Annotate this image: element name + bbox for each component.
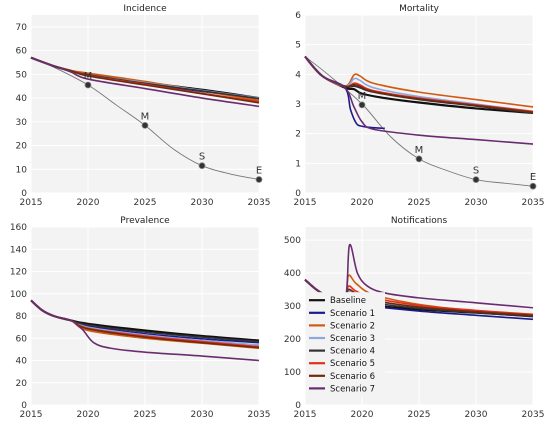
x-tick-label: 2015 <box>294 410 317 420</box>
x-tick-label: 2015 <box>20 198 43 208</box>
x-tick-label: 2030 <box>191 198 214 208</box>
milestone-marker <box>141 121 149 129</box>
legend-entry-label: Scenario 2 <box>330 321 375 331</box>
x-tick-label: 2020 <box>77 198 100 208</box>
series-line-scenario-7 <box>304 55 534 145</box>
milestone-label: M <box>84 71 93 82</box>
y-tick-label: 40 <box>16 357 28 367</box>
milestone-label: S <box>473 166 479 177</box>
legend-entry-label: Scenario 6 <box>330 372 375 382</box>
x-tick-label: 2020 <box>351 410 374 420</box>
panel-title: Notifications <box>391 216 448 226</box>
y-tick-label: 2 <box>295 130 301 140</box>
milestone-marker <box>415 155 423 163</box>
milestone-marker <box>255 176 263 183</box>
y-tick-label: 0 <box>21 189 27 199</box>
y-tick-label: 40 <box>16 94 28 104</box>
y-tick-label: 1 <box>295 159 301 169</box>
y-tick-label: 60 <box>16 334 28 344</box>
y-tick-label: 120 <box>10 268 27 278</box>
x-tick-label: 2035 <box>248 410 271 420</box>
y-tick-label: 70 <box>16 23 28 33</box>
y-tick-label: 0 <box>295 401 301 411</box>
y-tick-label: 0 <box>295 189 301 199</box>
x-tick-label: 2035 <box>522 410 545 420</box>
y-tick-label: 300 <box>284 302 301 312</box>
y-tick-label: 6 <box>295 11 301 21</box>
legend-entry-label: Baseline <box>330 296 366 306</box>
x-tick-label: 2025 <box>408 410 431 420</box>
x-tick-label: 2025 <box>408 198 431 208</box>
milestone-marker <box>84 81 92 89</box>
x-tick-label: 2030 <box>465 198 488 208</box>
x-tick-label: 2015 <box>294 198 317 208</box>
y-tick-label: 80 <box>16 312 28 322</box>
milestone-label: E <box>256 165 262 176</box>
legend-entry-label: Scenario 1 <box>330 309 375 319</box>
milestone-marker <box>358 101 366 109</box>
legend-entry-label: Scenario 7 <box>330 384 375 394</box>
panel-prevalence: 0 20 40 60 80 100 120 140 160 2015 2020 2025 2030 203… <box>10 216 271 420</box>
milestone-label: M <box>415 145 424 156</box>
series-line-scenario-7 <box>30 56 260 108</box>
milestone-marker <box>472 176 480 184</box>
milestone-label: M <box>358 91 367 102</box>
y-tick-label: 500 <box>284 236 301 246</box>
y-tick-label: 20 <box>16 379 28 389</box>
x-tick-label: 2015 <box>20 410 43 420</box>
panel-title: Incidence <box>123 4 167 14</box>
x-tick-label: 2025 <box>134 410 157 420</box>
y-tick-label: 100 <box>284 368 301 378</box>
y-tick-label: 60 <box>16 47 28 57</box>
legend: Baseline Scenario 1 Scenario 2 Scenario 3 Sc… <box>307 292 385 397</box>
panel-title: Prevalence <box>120 216 170 226</box>
legend-entry-label: Scenario 5 <box>330 359 375 369</box>
panel-notifications: 0 100 200 300 400 500 2015 2020 2025 2030 2035 Noti… <box>284 216 545 420</box>
y-tick-label: 0 <box>21 401 27 411</box>
x-tick-label: 2030 <box>191 410 214 420</box>
panel-title: Mortality <box>399 4 440 14</box>
x-tick-label: 2030 <box>465 410 488 420</box>
milestone-marker <box>198 162 206 170</box>
y-tick-label: 160 <box>10 223 27 233</box>
milestone-label: M <box>141 111 150 122</box>
legend-entry-label: Scenario 4 <box>330 347 375 357</box>
legend-box <box>307 292 385 397</box>
milestone-label: S <box>199 152 205 163</box>
x-tick-label: 2025 <box>134 198 157 208</box>
x-tick-label: 2020 <box>351 198 374 208</box>
y-tick-label: 50 <box>16 70 28 80</box>
y-tick-label: 200 <box>284 335 301 345</box>
y-tick-label: 3 <box>295 100 301 110</box>
y-tick-label: 4 <box>295 70 301 80</box>
y-tick-label: 400 <box>284 269 301 279</box>
y-tick-label: 20 <box>16 142 28 152</box>
y-tick-label: 140 <box>10 245 27 255</box>
x-tick-label: 2020 <box>77 410 100 420</box>
y-tick-label: 5 <box>295 41 301 51</box>
series-line-scenario-7 <box>30 299 260 362</box>
x-tick-label: 2035 <box>522 198 545 208</box>
milestone-label: E <box>530 172 536 183</box>
y-tick-label: 30 <box>16 118 28 128</box>
y-tick-label: 10 <box>16 165 28 175</box>
legend-entry-label: Scenario 3 <box>330 334 375 344</box>
y-tick-label: 100 <box>10 290 27 300</box>
x-tick-label: 2035 <box>248 198 271 208</box>
panel-mortality: 0 1 2 3 4 5 6 2015 2020 2025 2030 2035 Mortality M M S E <box>294 4 545 208</box>
milestone-marker <box>529 182 537 190</box>
